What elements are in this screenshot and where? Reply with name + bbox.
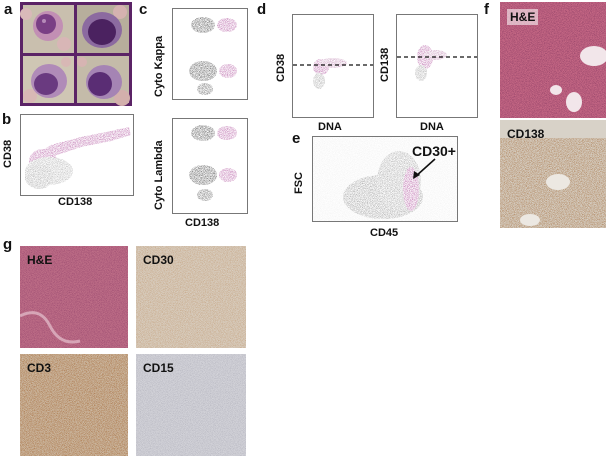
panel-g-br-label: CD15 bbox=[143, 361, 174, 375]
panel-f-bottom-label: CD138 bbox=[507, 127, 545, 141]
panel-d-left-scatter bbox=[293, 58, 373, 89]
panel-g-cd15-tile: CD15 bbox=[136, 354, 246, 456]
panel-g-he-tile: H&E bbox=[20, 246, 128, 348]
panel-g-cd3-image bbox=[20, 354, 128, 456]
cd30-annotation: CD30+ bbox=[412, 143, 456, 159]
panel-a-cytology-grid bbox=[20, 2, 132, 106]
panel-g-cd3-tile: CD3 bbox=[20, 354, 128, 456]
cytology-cells-image bbox=[20, 5, 130, 106]
panel-f-top-label: H&E bbox=[507, 9, 539, 25]
panel-e-scatter bbox=[313, 137, 457, 221]
panel-d-right-y-label: CD138 bbox=[379, 47, 391, 82]
panel-g-tl-label: H&E bbox=[27, 253, 53, 267]
panel-c-lambda-plot bbox=[172, 118, 248, 214]
panel-c-kappa-plot bbox=[172, 8, 248, 100]
panel-c-lambda-scatter bbox=[189, 125, 237, 201]
panel-d-left-y-label: CD38 bbox=[275, 53, 287, 82]
panel-d-left-plot bbox=[292, 14, 374, 118]
panel-label-e: e bbox=[292, 130, 301, 147]
panel-label-g: g bbox=[3, 236, 13, 253]
panel-g-cd30-tile: CD30 bbox=[136, 246, 246, 348]
panel-d-left-x-label: DNA bbox=[318, 121, 342, 133]
panel-g-cd15-image bbox=[136, 354, 246, 456]
panel-label-b: b bbox=[2, 111, 12, 128]
panel-d-right-plot bbox=[396, 14, 478, 118]
cd138-stain-image bbox=[500, 120, 606, 228]
panel-c-kappa-scatter bbox=[189, 17, 237, 95]
panel-c-top-y-label: Cyto Kappa bbox=[153, 35, 165, 97]
panel-b-flow-plot bbox=[20, 114, 134, 196]
panel-b-scatter bbox=[25, 127, 131, 189]
panel-e-x-label: CD45 bbox=[370, 227, 399, 239]
panel-e-flow-plot bbox=[312, 136, 458, 222]
panel-label-f: f bbox=[484, 1, 489, 18]
panel-g-cd30-image bbox=[136, 246, 246, 348]
panel-b-y-label: CD38 bbox=[2, 139, 14, 168]
panel-c-bottom-y-label: Cyto Lambda bbox=[153, 140, 165, 210]
panel-b-x-label: CD138 bbox=[58, 196, 93, 208]
panel-e-y-label: FSC bbox=[293, 172, 305, 194]
panel-g-bl-label: CD3 bbox=[27, 361, 52, 375]
panel-label-c: c bbox=[139, 1, 148, 18]
panel-c-x-label: CD138 bbox=[185, 217, 220, 229]
panel-d-right-scatter bbox=[397, 45, 477, 81]
panel-f-cd138-tile: CD138 bbox=[500, 120, 606, 228]
panel-f-he-tile: H&E bbox=[500, 2, 606, 118]
panel-g-tr-label: CD30 bbox=[143, 253, 174, 267]
panel-label-a: a bbox=[4, 1, 13, 18]
panel-g-he-image bbox=[20, 246, 128, 348]
panel-d-right-x-label: DNA bbox=[420, 121, 444, 133]
panel-label-d: d bbox=[257, 1, 267, 18]
